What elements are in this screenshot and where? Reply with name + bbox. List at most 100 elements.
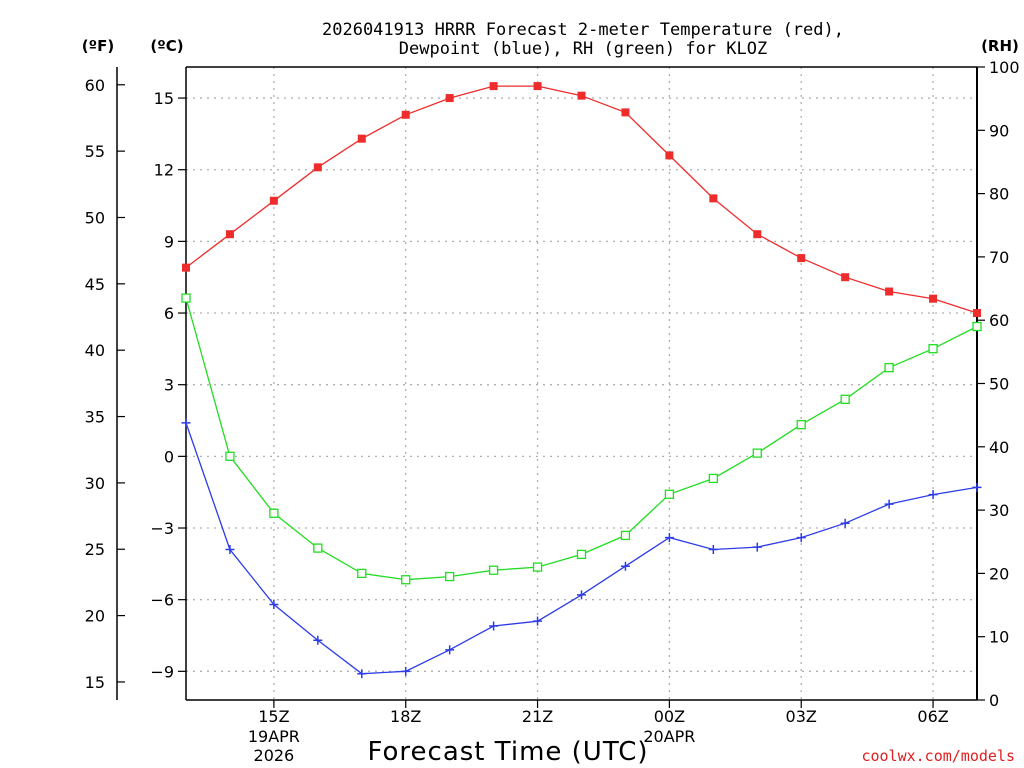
fahrenheit-tick-label: 50 [85, 208, 105, 227]
rh-point [488, 565, 499, 575]
dewpoint-point [972, 482, 982, 492]
temperature-line [185, 85, 978, 314]
dewpoint-line [185, 422, 978, 675]
dewpoint-point [181, 418, 191, 428]
temperature-point [841, 273, 850, 282]
x-axis-title: Forecast Time (UTC) [367, 737, 648, 767]
x-tick-label: 06Z [917, 707, 948, 726]
dewpoint-point [357, 669, 367, 679]
celsius-tick-label: 15 [154, 89, 174, 108]
temperature-point [225, 230, 234, 239]
dewpoint-point [620, 561, 630, 571]
celsius-tick-label: −3 [150, 519, 174, 538]
celsius-tick-label: −6 [150, 591, 174, 610]
fahrenheit-unit-label: (ºF) [82, 37, 114, 55]
rh-tick-label: 60 [989, 311, 1009, 330]
celsius-tick-label: 12 [154, 161, 174, 180]
rh-point [445, 571, 455, 582]
fahrenheit-tick-label: 40 [85, 341, 105, 360]
temperature-point [401, 110, 410, 119]
temperature-point [753, 230, 762, 239]
chart-title-line2: Dewpoint (blue), RH (green) for KLOZ [399, 39, 767, 59]
rh-tick-label: 90 [989, 121, 1009, 140]
rh-point [269, 508, 279, 518]
rh-point [357, 568, 367, 579]
fahrenheit-tick-label: 20 [85, 607, 105, 626]
x-tick-label: 00Z [654, 707, 685, 726]
fahrenheit-tick-label: 60 [85, 76, 105, 95]
rh-point [884, 363, 894, 373]
fahrenheit-tick-label: 45 [85, 275, 105, 294]
x-tick-label: 15Z [258, 707, 289, 726]
rh-point [752, 448, 762, 458]
rh-point [181, 293, 191, 303]
dewpoint-point [401, 666, 411, 676]
dewpoint-point [928, 490, 938, 500]
temperature-point [489, 82, 498, 91]
fahrenheit-tick-label: 30 [85, 474, 105, 493]
celsius-tick-label: 9 [164, 232, 174, 251]
rh-point [664, 489, 675, 499]
rh-unit-label: (RH) [981, 37, 1019, 55]
temperature-point [621, 108, 630, 117]
temperature-point [533, 82, 542, 91]
rh-point [840, 394, 850, 404]
rh-line [185, 297, 978, 581]
rh-tick-label: 0 [989, 691, 999, 710]
dewpoint-point [489, 621, 499, 631]
dewpoint-point [269, 599, 279, 609]
rh-point [972, 321, 982, 332]
rh-tick-label: 10 [989, 628, 1009, 647]
fahrenheit-tick-label: 15 [85, 673, 105, 692]
rh-tick-label: 50 [989, 375, 1009, 394]
temperature-point [929, 294, 938, 303]
temperature-point [577, 91, 586, 100]
rh-point [225, 451, 235, 461]
temperature-point [313, 163, 322, 172]
rh-tick-label: 40 [989, 438, 1009, 457]
celsius-unit-label: (ºC) [150, 37, 183, 55]
x-tick-date: 20APR [643, 727, 695, 746]
temperature-point [973, 309, 981, 318]
x-tick-label: 21Z [522, 707, 553, 726]
dewpoint-point [664, 533, 674, 543]
dewpoint-point [445, 645, 455, 655]
temperature-point [182, 263, 190, 272]
gridlines [186, 67, 977, 700]
chart-title-line1: 2026041913 HRRR Forecast 2-meter Tempera… [322, 20, 844, 40]
dewpoint-point [884, 499, 894, 509]
celsius-tick-label: 3 [164, 376, 174, 395]
rh-tick-label: 70 [989, 248, 1009, 267]
dewpoint-point [796, 533, 806, 543]
temperature-point [709, 194, 718, 203]
dewpoint-point [708, 545, 718, 555]
dewpoint-point [225, 545, 235, 555]
x-tick-label: 03Z [786, 707, 817, 726]
temperature-point [797, 254, 806, 263]
dewpoint-point [840, 518, 850, 528]
temperature-point [445, 94, 454, 103]
rh-tick-label: 20 [989, 564, 1009, 583]
x-tick-label: 18Z [390, 707, 421, 726]
rh-point [620, 530, 631, 541]
celsius-tick-label: −9 [150, 662, 174, 681]
series-layer [181, 82, 982, 679]
rh-point [532, 562, 543, 572]
dewpoint-point [313, 635, 323, 645]
temperature-point [357, 134, 366, 143]
celsius-tick-label: 6 [164, 304, 174, 323]
rh-tick-label: 30 [989, 501, 1009, 520]
x-tick-year: 2026 [254, 746, 295, 765]
rh-tick-label: 100 [989, 58, 1020, 77]
temperature-point [269, 196, 278, 205]
rh-point [313, 543, 323, 553]
fahrenheit-tick-label: 35 [85, 408, 105, 427]
watermark: coolwx.com/models [861, 747, 1015, 765]
fahrenheit-tick-label: 55 [85, 142, 105, 161]
rh-point [576, 549, 587, 560]
temperature-point [885, 287, 894, 296]
rh-tick-label: 80 [989, 185, 1009, 204]
rh-point [796, 419, 806, 430]
dewpoint-point [752, 542, 762, 552]
